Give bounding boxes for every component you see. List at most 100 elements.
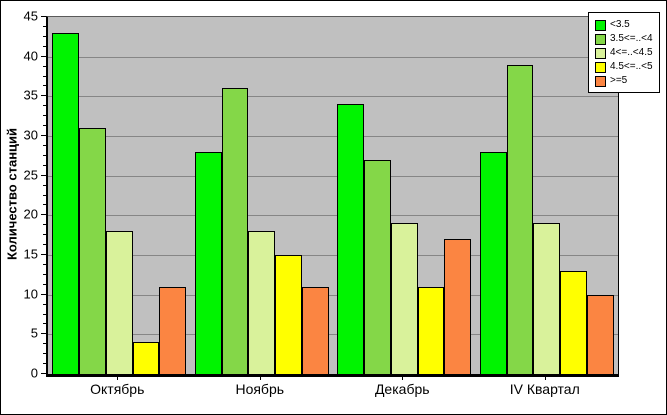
y-major-tick bbox=[41, 16, 46, 17]
y-major-tick bbox=[41, 95, 46, 97]
y-minor-tick bbox=[43, 363, 46, 365]
y-minor-tick bbox=[43, 234, 46, 236]
bar bbox=[79, 128, 106, 374]
x-tick bbox=[544, 376, 546, 380]
x-tick bbox=[259, 376, 261, 380]
legend-item: <3.5 bbox=[595, 18, 654, 32]
y-minor-tick bbox=[43, 194, 46, 196]
bar bbox=[132, 342, 160, 374]
legend-item: >=5 bbox=[595, 74, 654, 88]
y-tick-label: 20 bbox=[23, 206, 38, 222]
y-tick-label: 0 bbox=[30, 365, 38, 381]
legend-swatch-icon bbox=[595, 33, 606, 45]
legend-item: 4<=..<4.5 bbox=[595, 46, 654, 60]
bar bbox=[444, 239, 472, 374]
y-major-tick bbox=[41, 254, 46, 255]
y-tick-label: 5 bbox=[30, 325, 38, 341]
bar-group bbox=[191, 17, 334, 374]
y-tick-label: 40 bbox=[23, 48, 38, 64]
gridline bbox=[48, 294, 618, 296]
bar bbox=[275, 255, 302, 374]
bar bbox=[301, 286, 329, 374]
y-minor-tick bbox=[43, 204, 46, 206]
x-tick bbox=[117, 376, 119, 380]
y-minor-tick bbox=[43, 303, 46, 305]
gridline bbox=[48, 136, 618, 137]
y-minor-tick bbox=[43, 115, 46, 117]
legend: <3.5 3.5<=..<4 4<=..<4.5 4.5<=..<5 >=5 bbox=[588, 12, 660, 93]
y-tick-label: 25 bbox=[23, 167, 38, 183]
bar-group bbox=[48, 17, 191, 374]
bar bbox=[194, 151, 222, 374]
y-minor-tick bbox=[43, 244, 46, 246]
bar bbox=[390, 223, 418, 374]
legend-item: 4.5<=..<5 bbox=[595, 60, 654, 74]
y-tick-label: 45 bbox=[23, 8, 38, 24]
legend-item: 3.5<=..<4 bbox=[595, 32, 654, 46]
x-axis-labels: Октябрь Ноябрь Декабрь IV Квартал bbox=[46, 382, 616, 396]
x-label-november: Ноябрь bbox=[235, 381, 285, 397]
y-minor-tick bbox=[43, 75, 46, 77]
y-minor-tick bbox=[43, 125, 46, 127]
y-major-tick bbox=[41, 55, 46, 57]
y-tick-label: 15 bbox=[23, 246, 38, 262]
plot-area bbox=[46, 16, 619, 377]
gridline bbox=[48, 255, 618, 256]
legend-swatch-icon bbox=[595, 19, 606, 31]
bar-group bbox=[333, 17, 476, 374]
y-minor-tick bbox=[43, 323, 46, 325]
legend-label: 3.5<=..<4 bbox=[610, 33, 653, 44]
legend-swatch-icon bbox=[595, 75, 606, 87]
legend-label: >=5 bbox=[610, 75, 628, 86]
gridline bbox=[48, 334, 618, 336]
bar bbox=[506, 64, 534, 374]
y-minor-tick bbox=[43, 144, 46, 146]
y-minor-tick bbox=[43, 353, 46, 355]
bar bbox=[479, 151, 507, 374]
gridline bbox=[48, 175, 618, 177]
y-tick-label: 35 bbox=[23, 87, 38, 103]
legend-label: 4.5<=..<5 bbox=[610, 61, 653, 72]
y-minor-tick bbox=[43, 25, 46, 27]
legend-swatch-icon bbox=[595, 47, 606, 59]
y-minor-tick bbox=[43, 273, 46, 275]
y-minor-tick bbox=[43, 35, 46, 37]
y-major-tick bbox=[41, 174, 46, 176]
y-tick-label: 10 bbox=[23, 286, 38, 302]
bar bbox=[364, 159, 391, 374]
x-label-october: Октябрь bbox=[90, 381, 145, 397]
bar bbox=[221, 88, 249, 374]
y-minor-tick bbox=[43, 154, 46, 156]
y-axis-title: Количество станций bbox=[4, 127, 20, 261]
x-label-december: Декабрь bbox=[374, 381, 430, 397]
y-major-tick bbox=[41, 214, 46, 216]
y-minor-tick bbox=[43, 164, 46, 166]
y-major-tick bbox=[41, 293, 46, 295]
gridline bbox=[48, 56, 618, 58]
bar bbox=[586, 294, 614, 374]
y-minor-tick bbox=[43, 224, 46, 226]
legend-swatch-icon bbox=[595, 61, 606, 73]
y-minor-tick bbox=[43, 283, 46, 285]
bar bbox=[560, 270, 587, 374]
y-tick-label: 30 bbox=[23, 127, 38, 143]
bar bbox=[533, 223, 561, 374]
y-minor-tick bbox=[43, 45, 46, 47]
bar bbox=[417, 286, 445, 374]
bar bbox=[52, 32, 80, 374]
gridline bbox=[48, 215, 618, 217]
y-minor-tick bbox=[43, 343, 46, 345]
bar-group bbox=[476, 17, 619, 374]
y-minor-tick bbox=[43, 105, 46, 107]
y-major-tick bbox=[41, 373, 46, 374]
legend-label: <3.5 bbox=[610, 19, 630, 30]
y-major-tick bbox=[41, 135, 46, 136]
y-minor-tick bbox=[43, 65, 46, 67]
y-minor-tick bbox=[43, 85, 46, 87]
bar bbox=[337, 104, 365, 374]
x-tick bbox=[402, 376, 404, 380]
legend-label: 4<=..<4.5 bbox=[610, 47, 653, 58]
y-minor-tick bbox=[43, 313, 46, 315]
bar bbox=[105, 231, 133, 374]
